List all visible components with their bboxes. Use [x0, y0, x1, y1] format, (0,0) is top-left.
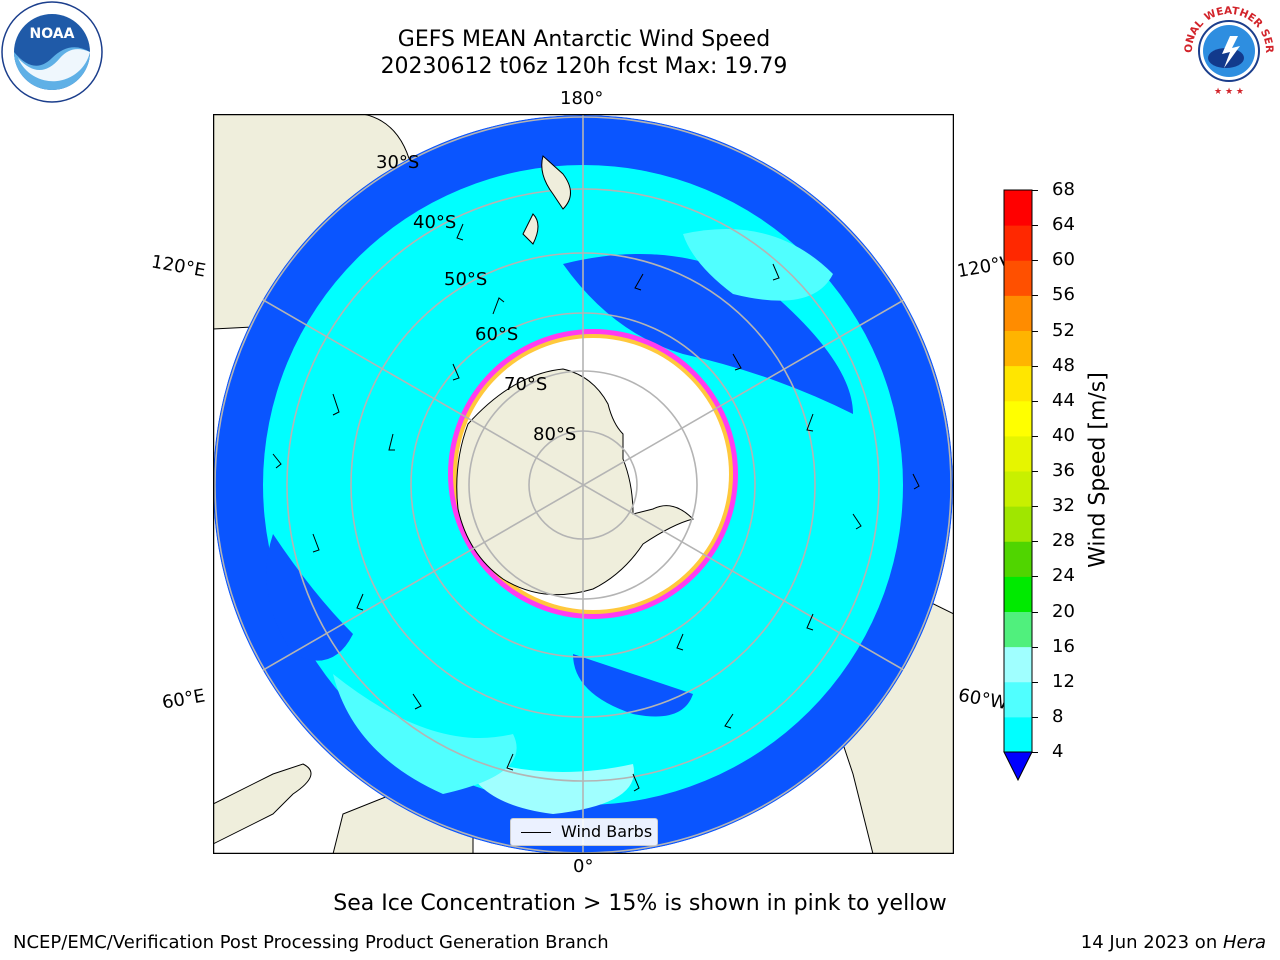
colorbar-segment	[1004, 611, 1032, 648]
colorbar-tick-label: 32	[1052, 495, 1075, 517]
lat-label-80s: 80°S	[533, 424, 577, 445]
svg-text:NOAA: NOAA	[30, 26, 75, 42]
polar-wind-map	[213, 114, 954, 854]
sea-ice-note: Sea Ice Concentration > 15% is shown in …	[333, 891, 947, 916]
credit-text: NCEP/EMC/Verification Post Processing Pr…	[13, 932, 609, 953]
nws-logo: NATIONAL WEATHER SERVICE ★ ★ ★	[1178, 0, 1278, 100]
colorbar-tick-label: 48	[1052, 354, 1075, 376]
legend-line-swatch	[521, 832, 551, 833]
colorbar-tick-mark	[1032, 190, 1038, 191]
colorbar-tick-label: 8	[1052, 705, 1064, 727]
legend-label: Wind Barbs	[561, 822, 653, 841]
colorbar-tick-label: 60	[1052, 249, 1075, 271]
colorbar-tick-label: 52	[1052, 319, 1075, 341]
colorbar-tick-label: 40	[1052, 424, 1075, 446]
lat-label-40s: 40°S	[413, 212, 457, 233]
colorbar-tick-label: 4	[1052, 741, 1064, 762]
colorbar-segment	[1004, 506, 1032, 542]
colorbar-tick-mark	[1032, 611, 1038, 613]
colorbar-tick-mark	[1032, 225, 1038, 227]
colorbar-tick-mark	[1032, 506, 1038, 508]
africa-land	[213, 763, 312, 845]
colorbar-tick-label: 20	[1052, 600, 1075, 622]
colorbar-tick-mark	[1032, 541, 1038, 543]
lat-label-30s: 30°S	[376, 152, 420, 173]
colorbar-tick-label: 44	[1052, 389, 1075, 411]
date-text: 14 Jun 2023 on	[1080, 932, 1223, 953]
colorbar-segment	[1004, 646, 1032, 683]
colorbar-tick-mark	[1032, 716, 1038, 718]
colorbar	[1003, 189, 1033, 782]
machine-name: Hera	[1222, 932, 1266, 953]
colorbar-tick-label: 36	[1052, 460, 1075, 481]
wind-band-4-8-patch	[563, 254, 853, 414]
colorbar-segment	[1004, 681, 1032, 718]
colorbar-label: Wind Speed [m/s]	[1085, 372, 1111, 568]
colorbar-segment	[1004, 576, 1032, 612]
colorbar-segment	[1004, 716, 1032, 753]
colorbar-segment	[1004, 471, 1032, 507]
colorbar-under-extension	[1003, 751, 1033, 782]
chart-subtitle: 20230612 t06z 120h fcst Max: 19.79	[380, 54, 788, 79]
wind-band-16-20-patch	[463, 754, 634, 814]
wind-band-12-16-patch	[333, 674, 517, 794]
colorbar-segment	[1004, 190, 1032, 226]
wind-band-4-8-patch	[573, 654, 693, 717]
colorbar-tick-mark	[1032, 435, 1038, 437]
lon-label-0: 0°	[573, 856, 594, 877]
legend: Wind Barbs	[510, 818, 658, 846]
wind-band-12-16-patch	[683, 229, 833, 301]
colorbar-tick-label: 12	[1052, 670, 1075, 692]
colorbar-segment	[1004, 260, 1032, 296]
colorbar-tick-label: 16	[1052, 635, 1075, 657]
chart-title: GEFS MEAN Antarctic Wind Speed	[397, 27, 771, 52]
colorbar-tick-mark	[1032, 330, 1038, 332]
colorbar-segment	[1004, 365, 1032, 402]
colorbar-tick-mark	[1032, 260, 1038, 262]
colorbar-tick-mark	[1032, 681, 1038, 683]
colorbar-segment	[1004, 295, 1032, 331]
lon-label-60e: 60°E	[160, 685, 207, 714]
lon-label-180: 180°	[560, 88, 604, 109]
colorbar-segment	[1004, 541, 1032, 577]
colorbar-tick-label: 28	[1052, 530, 1075, 552]
colorbar-tick-mark	[1032, 471, 1038, 472]
colorbar-tick-mark	[1032, 576, 1038, 578]
colorbar-tick-mark	[1032, 400, 1038, 402]
svg-text:★ ★ ★: ★ ★ ★	[1214, 87, 1244, 97]
new-zealand-land	[522, 155, 571, 245]
colorbar-tick-mark	[1032, 295, 1038, 297]
colorbar-tick-label: 64	[1052, 214, 1075, 236]
colorbar-tick-mark	[1032, 752, 1038, 753]
colorbar-segment	[1004, 225, 1032, 261]
lat-label-50s: 50°S	[444, 269, 488, 290]
colorbar-tick-mark	[1032, 646, 1038, 648]
noaa-logo: NOAA	[1, 1, 103, 103]
colorbar-segment	[1004, 400, 1032, 437]
date-note: 14 Jun 2023 on Hera	[1081, 932, 1266, 953]
colorbar-segment	[1004, 330, 1032, 367]
colorbar-tick-mark	[1032, 365, 1038, 367]
colorbar-tick-label: 24	[1052, 565, 1075, 587]
lat-label-60s: 60°S	[475, 324, 519, 345]
colorbar-tick-label: 68	[1052, 179, 1075, 200]
colorbar-segment	[1004, 435, 1032, 472]
colorbar-tick-label: 56	[1052, 284, 1075, 306]
antarctica-land	[456, 368, 694, 596]
lat-label-70s: 70°S	[504, 374, 548, 395]
lon-label-120e: 120°E	[149, 251, 208, 282]
